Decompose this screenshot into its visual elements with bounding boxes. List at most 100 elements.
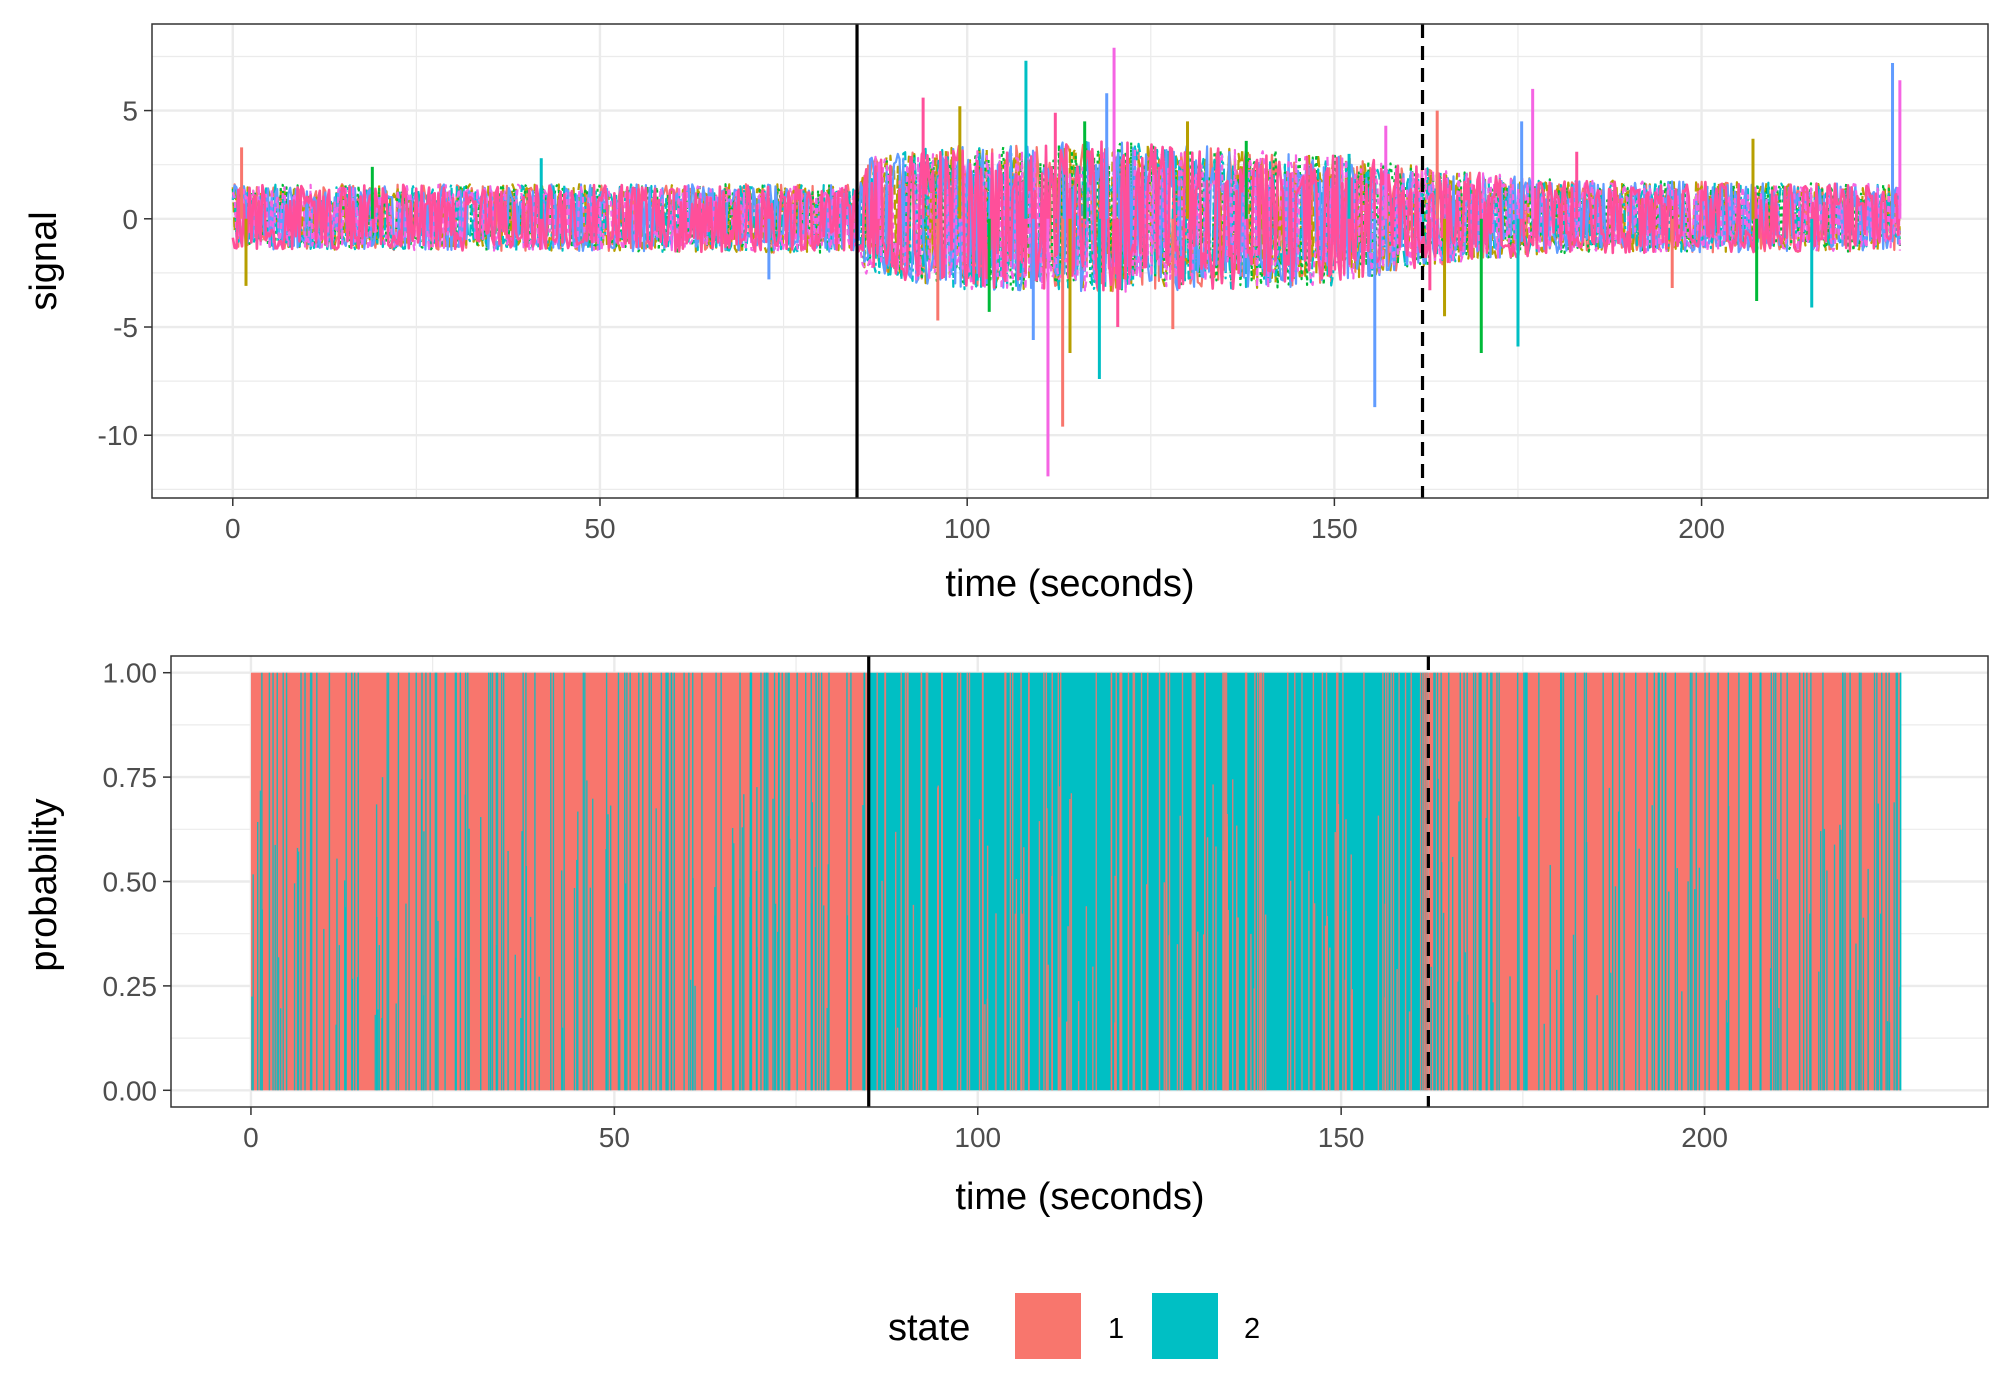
probability-bar-state-2: [293, 883, 296, 1091]
probability-bar-state-1: [1057, 672, 1059, 1091]
probability-bar-state-2: [673, 672, 675, 1091]
probability-bar-state-2: [408, 672, 410, 1091]
probability-bar-state-2: [1893, 802, 1895, 1091]
probability-bar-state-2: [376, 916, 378, 1091]
probability-bar-state-1: [1009, 672, 1012, 1091]
probability-bar-state-2: [1518, 816, 1520, 1091]
probability-bar-state-2: [561, 1027, 564, 1091]
probability-bar-state-2: [455, 672, 457, 1091]
probability-bar-state-2: [335, 1024, 337, 1091]
probability-bar-state-2: [778, 672, 780, 1091]
probability-bar-state-2: [820, 672, 823, 1091]
probability-bar-state-2: [491, 672, 494, 1091]
probability-bar-state-1: [1236, 825, 1238, 1091]
probability-bar-state-2: [1689, 672, 1692, 1091]
probability-bar-state-2: [1543, 1023, 1545, 1091]
probability-bar-state-1: [1085, 906, 1088, 1091]
probability-bar-state-2: [1857, 989, 1859, 1091]
probability-bar-state-2: [435, 672, 438, 1091]
probability-bar-state-1: [1163, 882, 1165, 1091]
probability-bar-state-2: [1839, 824, 1841, 1091]
probability-bar-state-2: [689, 979, 692, 1091]
probability-bar-state-2: [1658, 672, 1660, 1091]
probability-bar-state-2: [605, 672, 608, 1091]
probability-bar-state-2: [1820, 831, 1822, 1091]
probability-bar-state-1: [900, 672, 902, 1091]
probability-bar-state-1: [1120, 672, 1123, 1091]
probability-bar-state-2: [660, 672, 663, 1091]
probability-bar-state-2: [425, 672, 427, 1091]
probability-bar-state-1: [1344, 979, 1346, 1091]
probability-bar-state-1: [1145, 884, 1148, 1091]
legend-swatch-state-1: [1015, 1293, 1081, 1359]
probability-bar-state-2: [1526, 672, 1528, 1091]
probability-bar-state-2: [1524, 672, 1527, 1091]
probability-bar-state-2: [1810, 672, 1812, 1091]
probability-bar-state-2: [1549, 864, 1551, 1091]
probability-bar-state-2: [589, 887, 592, 1091]
probability-bar-state-1: [912, 904, 915, 1091]
x-tick-label: 100: [954, 1122, 1001, 1153]
probability-bar-state-2: [720, 672, 722, 1091]
probability-reference-lines: [867, 656, 1430, 1107]
probability-bar-state-2: [1775, 672, 1777, 1091]
probability-bar-state-2: [648, 672, 650, 1091]
signal-x-axis: 0 50 100 150 200: [225, 498, 1725, 544]
probability-bar-state-1: [926, 672, 929, 1091]
probability-bar-state-1: [1147, 672, 1149, 1091]
probability-bar-state-2: [788, 672, 790, 1091]
probability-bar-state-2: [785, 672, 787, 1091]
probability-bar-state-1: [1212, 784, 1214, 1091]
probability-bar-state-2: [1726, 1022, 1729, 1091]
probability-bar-state-1: [1132, 672, 1134, 1091]
probability-bar-state-1: [884, 672, 887, 1091]
probability-bar-state-1: [906, 672, 908, 1091]
probability-bar-state-2: [1750, 672, 1752, 1091]
probability-bar-state-1: [1345, 819, 1347, 1091]
probability-bar-state-1: [1069, 799, 1071, 1091]
probability-bar-state-2: [261, 909, 263, 1091]
probability-bar-state-2: [343, 880, 346, 1091]
probability-bar-state-1: [1325, 672, 1328, 1091]
probability-bar-state-2: [814, 867, 817, 1091]
probability-bar-state-1: [1179, 815, 1181, 1091]
probability-bar-state-1: [881, 880, 883, 1091]
probability-bars: [250, 672, 1902, 1091]
probability-bar-state-1: [920, 672, 922, 1091]
probability-bar-state-2: [1638, 848, 1640, 1091]
probability-bar-state-2: [1490, 672, 1492, 1091]
probability-bar-state-2: [1842, 672, 1844, 1091]
probability-bar-state-1: [1176, 944, 1179, 1091]
probability-bar-state-2: [521, 831, 523, 1091]
probability-bar-state-2: [377, 1009, 379, 1091]
probability-bar-state-1: [1250, 933, 1252, 1091]
probability-bar-state-2: [522, 672, 524, 1091]
probability-bar-state-2: [488, 672, 490, 1091]
probability-bar-state-2: [863, 672, 866, 1091]
probability-bar-state-2: [846, 672, 848, 1091]
probability-bar-state-2: [1617, 811, 1620, 1091]
y-tick-label: 0.75: [103, 762, 158, 793]
signal-reference-lines: [855, 24, 1425, 498]
probability-bar-state-2: [1867, 868, 1869, 1091]
probability-bar-state-1: [1077, 1001, 1080, 1091]
probability-bar-state-2: [715, 672, 717, 1091]
signal-y-axis: 5 0 -5 -10: [98, 96, 152, 451]
probability-bar-state-2: [387, 672, 390, 1091]
probability-bar-state-2: [1614, 886, 1617, 1091]
probability-bar-state-2: [454, 957, 457, 1091]
probability-bar-state-2: [629, 672, 631, 1091]
x-tick-label: 150: [1311, 513, 1358, 544]
probability-bar-state-2: [1523, 672, 1525, 1091]
probability-bar-state-1: [1070, 793, 1073, 1091]
probability-bar-state-2: [655, 808, 657, 1091]
probability-bar-state-1: [1224, 672, 1227, 1091]
probability-bar-state-2: [397, 672, 400, 1091]
probability-bar-state-1: [1260, 672, 1263, 1091]
probability-bar-state-2: [1509, 976, 1511, 1091]
probability-bar-state-2: [464, 794, 467, 1091]
probability-bar-state-2: [423, 831, 425, 1091]
probability-bar-state-2: [274, 844, 276, 1091]
probability-bar-state-2: [638, 672, 640, 1091]
